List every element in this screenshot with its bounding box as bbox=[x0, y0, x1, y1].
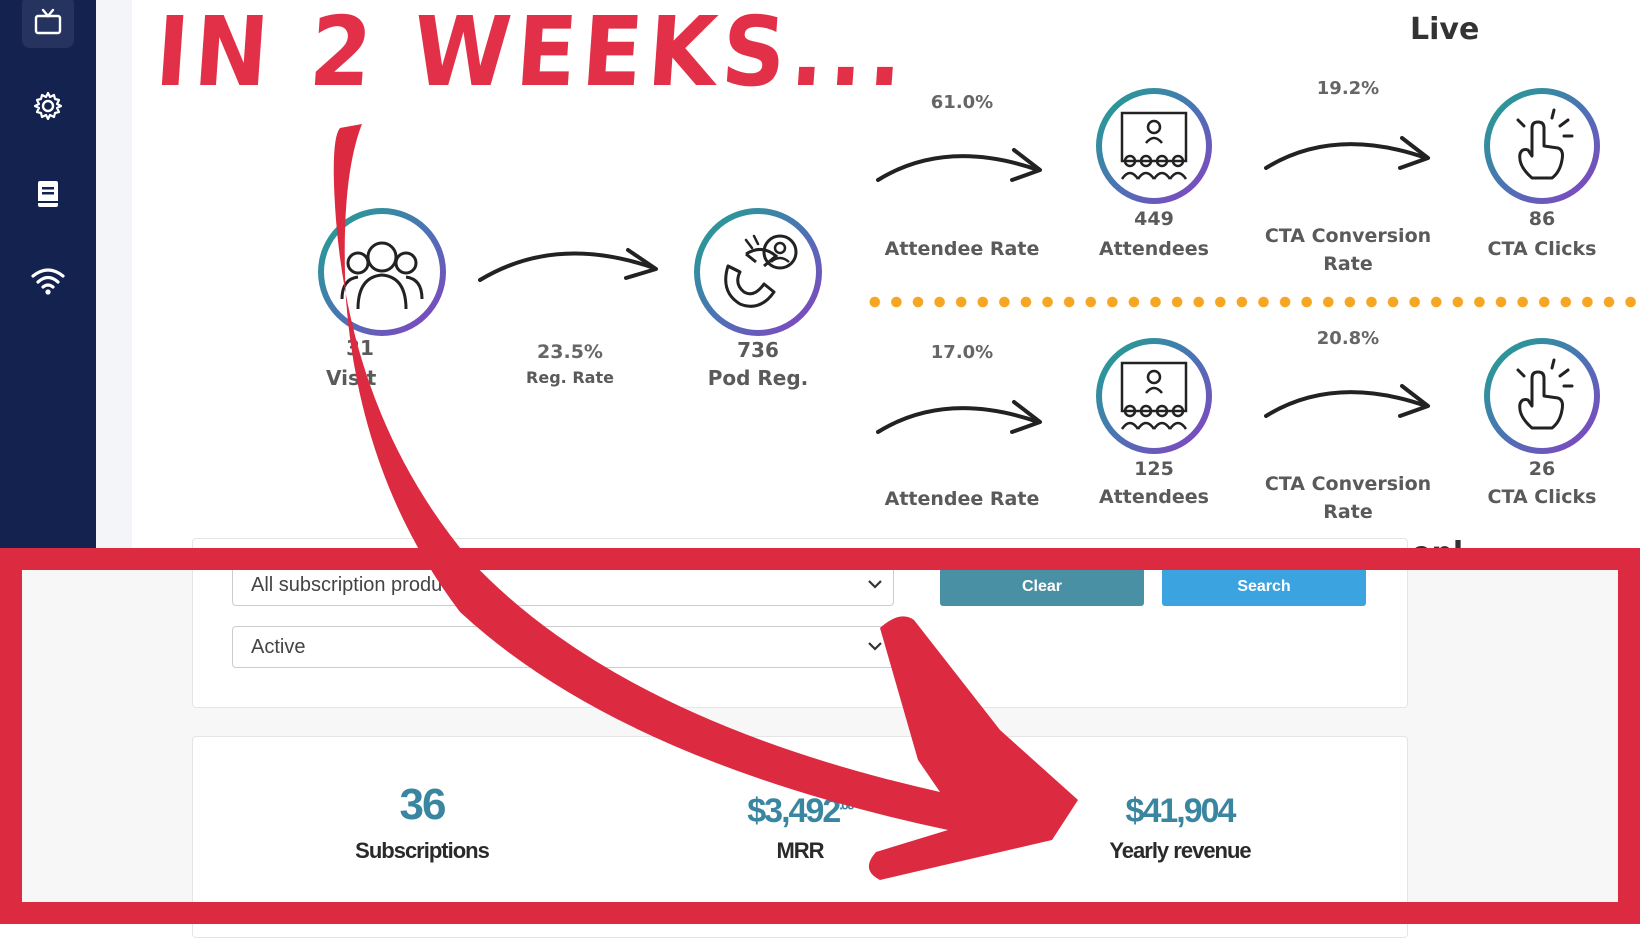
replay-attendees-count: 125 bbox=[1134, 458, 1174, 480]
live-attendee-rate-label: Attendee Rate bbox=[884, 238, 1040, 260]
product-select[interactable]: All subscription products bbox=[232, 564, 894, 606]
subscriptions-label: Subscriptions bbox=[355, 838, 490, 863]
live-attendee-arrow bbox=[876, 148, 1042, 182]
replay-cta-arrow bbox=[1264, 384, 1430, 418]
chevron-down-icon bbox=[868, 580, 882, 589]
live-cta-clicks-count: 86 bbox=[1528, 208, 1556, 230]
live-cta-rate-label: CTA Conversion Rate bbox=[1258, 222, 1438, 278]
subscriptions-panel: All subscription products Active Clear S… bbox=[0, 538, 1640, 938]
mrr-value: $3,492.00 bbox=[700, 792, 900, 831]
reg-rate-arrow bbox=[478, 248, 658, 282]
replay-attendee-arrow bbox=[876, 400, 1042, 434]
visitors-count: 31 bbox=[346, 336, 374, 360]
replay-attendee-rate-label: Attendee Rate bbox=[884, 488, 1040, 510]
wifi-icon[interactable] bbox=[22, 254, 74, 306]
live-label: Live bbox=[1410, 12, 1480, 47]
product-select-value: All subscription products bbox=[251, 574, 468, 596]
yearly-revenue-value: $41,904 bbox=[1125, 792, 1237, 830]
replay-cta-clicks-label: CTA Clicks bbox=[1487, 486, 1597, 508]
clear-button[interactable]: Clear bbox=[940, 568, 1144, 606]
replay-cta-rate-label-line1: CTA Conversion bbox=[1264, 473, 1432, 495]
pod-reg-label: Pod Reg. bbox=[707, 366, 809, 390]
live-cta-clicks-label: CTA Clicks bbox=[1487, 238, 1597, 260]
pod-reg-node bbox=[694, 208, 822, 336]
live-cta-rate-pct: 19.2% bbox=[1316, 78, 1380, 99]
book-icon[interactable] bbox=[22, 168, 74, 220]
replay-cta-rate-pct: 20.8% bbox=[1316, 328, 1380, 349]
click-icon bbox=[1516, 108, 1574, 180]
live-cta-clicks-node bbox=[1484, 88, 1600, 204]
replay-cta-rate-label: CTA Conversion Rate bbox=[1258, 470, 1438, 526]
status-select[interactable]: Active bbox=[232, 626, 894, 668]
mrr-label: MRR bbox=[776, 838, 824, 863]
mrr-amount: $3,492 bbox=[747, 792, 841, 830]
magnet-icon bbox=[724, 234, 798, 308]
tv-icon[interactable] bbox=[22, 0, 74, 48]
yearly-revenue-label: Yearly revenue bbox=[1109, 838, 1251, 863]
sidebar-gutter bbox=[96, 0, 132, 560]
live-attendees-count: 449 bbox=[1134, 208, 1174, 230]
headline: IN 2 WEEKS... bbox=[152, 0, 913, 108]
chevron-down-icon bbox=[868, 642, 882, 651]
replay-cta-rate-label-line2: Rate bbox=[1323, 501, 1373, 523]
live-cta-rate-label-line2: Rate bbox=[1323, 253, 1373, 275]
replay-attendee-rate-pct: 17.0% bbox=[930, 342, 994, 363]
replay-cta-clicks-count: 26 bbox=[1528, 458, 1556, 480]
live-attendee-rate-pct: 61.0% bbox=[930, 92, 994, 113]
live-attendees-node bbox=[1096, 88, 1212, 204]
live-attendees-label: Attendees bbox=[1099, 238, 1209, 260]
mrr-cents: .00 bbox=[839, 796, 855, 813]
row-divider bbox=[864, 296, 1640, 308]
people-icon bbox=[340, 241, 424, 310]
sidebar bbox=[0, 0, 96, 560]
reg-rate-pct: 23.5% bbox=[537, 341, 603, 363]
subscriptions-count: 36 bbox=[399, 780, 447, 829]
reg-rate-label: Reg. Rate bbox=[526, 368, 614, 387]
click-icon bbox=[1516, 358, 1574, 430]
search-button[interactable]: Search bbox=[1162, 568, 1366, 606]
stats-card bbox=[192, 736, 1408, 938]
gear-icon[interactable] bbox=[22, 80, 74, 132]
replay-cta-clicks-node bbox=[1484, 338, 1600, 454]
live-cta-rate-label-line1: CTA Conversion bbox=[1264, 225, 1432, 247]
presentation-icon bbox=[1120, 111, 1188, 180]
pod-reg-count: 736 bbox=[737, 338, 779, 362]
visitors-label: Visit bbox=[326, 366, 377, 390]
replay-attendees-label: Attendees bbox=[1099, 486, 1209, 508]
replay-attendees-node bbox=[1096, 338, 1212, 454]
status-select-value: Active bbox=[251, 636, 306, 658]
presentation-icon bbox=[1120, 361, 1188, 430]
live-cta-arrow bbox=[1264, 136, 1430, 170]
visitors-node bbox=[318, 208, 446, 336]
